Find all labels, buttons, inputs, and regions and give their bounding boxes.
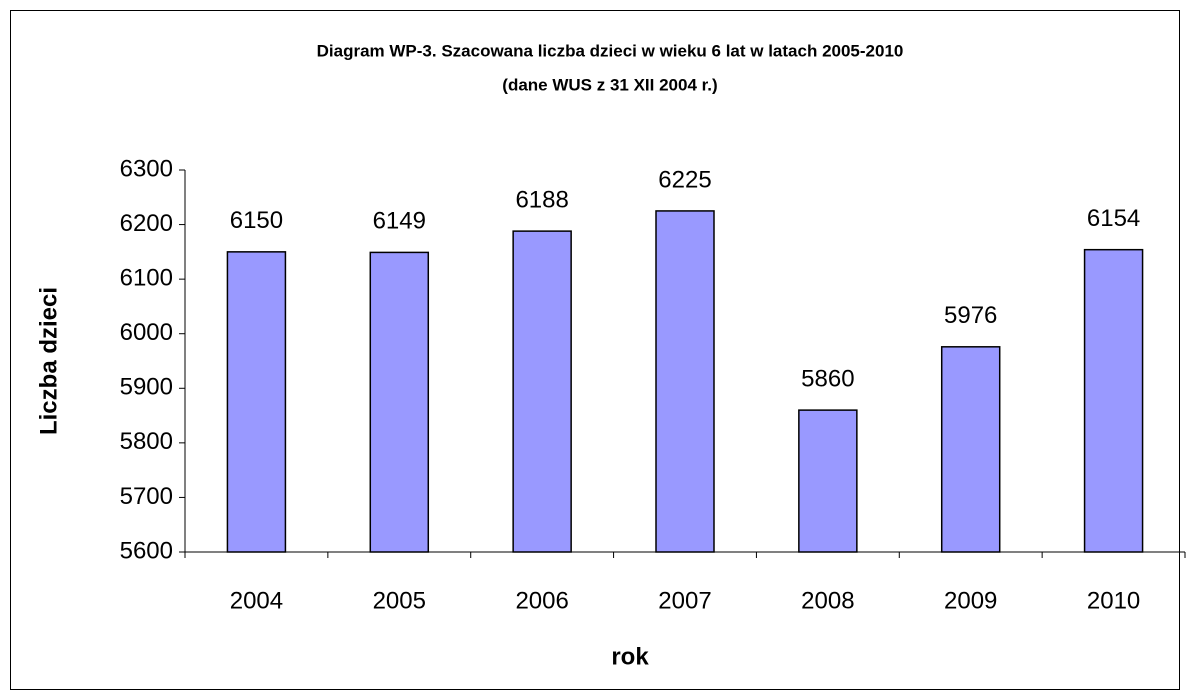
chart-subtitle: (dane WUS z 31 XII 2004 r.) <box>502 75 717 94</box>
bar <box>369 251 430 553</box>
x-tick-label: 2006 <box>515 587 568 614</box>
bar <box>512 230 572 553</box>
value-label: 6150 <box>230 207 283 234</box>
bar <box>226 251 287 553</box>
x-tick-label: 2004 <box>230 587 283 614</box>
y-tick-label: 5600 <box>120 537 173 564</box>
chart-border <box>10 10 1180 690</box>
x-axis-label: rok <box>611 643 649 670</box>
bar <box>1083 248 1144 553</box>
bar <box>798 409 858 553</box>
y-tick-label: 5800 <box>120 428 173 455</box>
y-tick-label: 6100 <box>120 264 173 291</box>
bar <box>940 346 1001 553</box>
y-axis-label: Liczba dzieci <box>35 287 62 435</box>
x-tick-label: 2007 <box>658 587 711 614</box>
chart-title: Diagram WP-3. Szacowana liczba dzieci w … <box>317 41 904 60</box>
y-tick-label: 5900 <box>120 374 173 401</box>
x-tick-label: 2009 <box>944 587 997 614</box>
value-label: 6225 <box>658 166 711 193</box>
bar <box>655 210 715 553</box>
value-label: 5976 <box>944 302 997 329</box>
y-tick-label: 6000 <box>120 319 173 346</box>
y-tick-label: 6200 <box>120 210 173 237</box>
value-label: 6154 <box>1087 205 1140 232</box>
x-tick-label: 2008 <box>801 587 854 614</box>
x-tick-label: 2010 <box>1087 587 1140 614</box>
y-tick-label: 5700 <box>120 483 173 510</box>
value-label: 5860 <box>801 365 854 392</box>
y-tick-label: 6300 <box>120 155 173 182</box>
value-label: 6149 <box>373 208 426 235</box>
value-label: 6188 <box>515 186 568 213</box>
x-tick-label: 2005 <box>373 587 426 614</box>
